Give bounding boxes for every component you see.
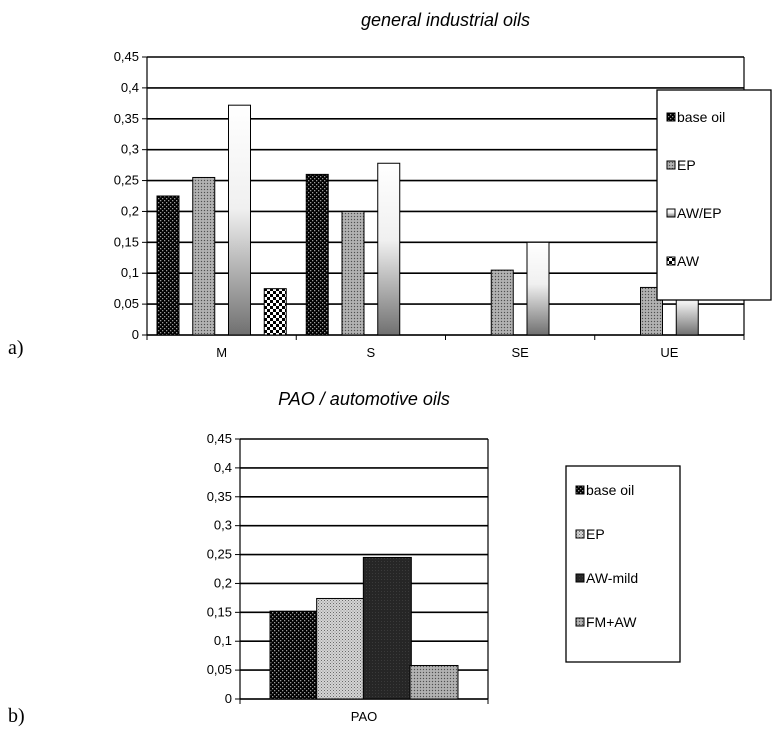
chart-1-legend-swatch	[666, 256, 676, 266]
chart-1-legend-swatch	[666, 160, 676, 170]
chart-2-legend-swatch	[575, 529, 585, 539]
chart-2-title: PAO / automotive oils	[278, 389, 450, 409]
panel-label-a: a)	[8, 337, 24, 359]
chart-1-bar-base-oil	[305, 173, 329, 336]
chart-2-ytick-label: 0,35	[207, 489, 232, 504]
chart-1-bar-ep	[490, 269, 514, 336]
chart-1-xtick-label: S	[367, 345, 376, 360]
chart-1-bar-aw-ep	[377, 162, 401, 336]
chart-1-ytick-label: 0,25	[114, 173, 139, 188]
chart-2-legend-label: FM+AW	[586, 614, 637, 630]
chart-2-legend-label: base oil	[586, 482, 634, 498]
chart-2-legend-swatch	[575, 573, 585, 583]
chart-1-legend-swatch	[666, 112, 676, 122]
chart-1-bar-aw	[263, 288, 287, 336]
chart-1-ytick-label: 0,45	[114, 49, 139, 64]
chart-1-legend-label: AW	[677, 253, 700, 269]
chart-2-ytick-label: 0,05	[207, 662, 232, 677]
chart-1-bar-ep	[341, 210, 365, 336]
chart-1-xtick-label: UE	[660, 345, 678, 360]
chart-1-legend-label: base oil	[677, 109, 725, 125]
chart-general-industrial-oils: general industrial oils 0 0,05 0,1 0,15 0,2 0,…	[114, 10, 772, 360]
chart-1-ytick-label: 0,35	[114, 111, 139, 126]
chart-pao-automotive-oils: PAO / automotive oils 0 0,05 0,1 0,15 0,2 0,25…	[207, 389, 681, 724]
chart-1-ytick-label: 0,4	[121, 80, 139, 95]
chart-2-ytick-label: 0,45	[207, 431, 232, 446]
chart-2-bar-ep	[316, 597, 366, 700]
chart-1-ytick-label: 0,05	[114, 296, 139, 311]
chart-1-legend-label: EP	[677, 157, 696, 173]
chart-2-bar-aw-mild	[362, 556, 412, 700]
chart-2-ytick-label: 0,2	[214, 575, 232, 590]
chart-1-ytick-label: 0,2	[121, 203, 139, 218]
chart-2-legend-swatch	[575, 617, 585, 627]
chart-1-xtick-label: M	[216, 345, 227, 360]
chart-1-legend-swatch	[666, 208, 676, 218]
chart-2-legend-label: AW-mild	[586, 570, 638, 586]
chart-1-ytick-label: 0	[132, 327, 139, 342]
chart-2-legend-swatch	[575, 485, 585, 495]
panel-label-b: b)	[8, 705, 25, 727]
chart-1-legend-box	[656, 89, 772, 301]
chart-2-ytick-label: 0,25	[207, 547, 232, 562]
chart-2-ytick-label: 0,4	[214, 460, 232, 475]
chart-2-ytick-label: 0,15	[207, 604, 232, 619]
chart-1-xtick-label: SE	[511, 345, 529, 360]
chart-1-bar-aw-ep	[228, 104, 251, 336]
chart-1-ytick-label: 0,1	[121, 265, 139, 280]
chart-1-bar-aw-ep	[526, 241, 550, 336]
chart-1-ytick-label: 0,3	[121, 142, 139, 157]
chart-1-ytick-label: 0,15	[114, 234, 139, 249]
chart-2-legend-label: EP	[586, 526, 605, 542]
chart-1-legend-label: AW/EP	[677, 205, 722, 221]
chart-1-bar-base-oil	[156, 195, 180, 336]
chart-1-bar-ep	[192, 176, 216, 336]
chart-2-ytick-label: 0	[225, 691, 232, 706]
chart-1-title: general industrial oils	[361, 10, 530, 30]
chart-2-legend-box	[565, 465, 681, 663]
chart-2-ytick-label: 0,3	[214, 518, 232, 533]
chart-2-bar-fm-aw	[409, 664, 459, 700]
chart-2-bar-base-oil	[269, 610, 319, 700]
chart-2-xtick-label: PAO	[351, 709, 378, 724]
chart-2-ytick-label: 0,1	[214, 633, 232, 648]
